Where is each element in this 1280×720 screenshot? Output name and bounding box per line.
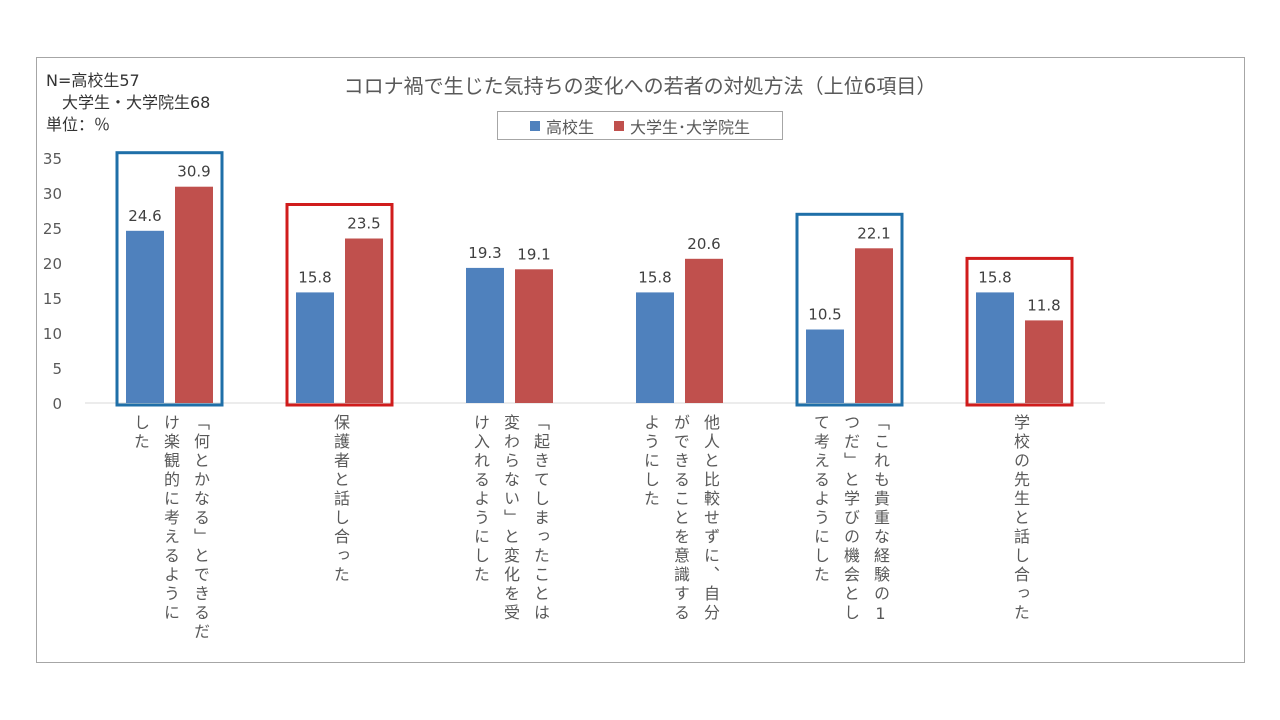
bar (806, 329, 844, 403)
data-label: 15.8 (298, 268, 331, 286)
note-sample-size: N=高校生57 (46, 71, 140, 90)
chart-note: N=高校生57 大学生・大学院生68 単位：％ (46, 70, 210, 136)
y-tick-label: 25 (43, 220, 62, 238)
chart-frame (36, 57, 1245, 663)
x-tick-label-line: 「何とかなる」とできるだ (191, 414, 210, 642)
bar (296, 292, 334, 403)
bar (855, 248, 893, 403)
legend-label: 高校生 (545, 117, 594, 137)
data-label: 22.1 (857, 224, 890, 242)
x-tick-label-line: 変わらない」と変化を受 (501, 414, 520, 623)
bar (126, 230, 164, 403)
data-label: 23.5 (347, 215, 380, 233)
data-label: 20.6 (687, 235, 720, 253)
data-label: 15.8 (978, 268, 1011, 286)
data-label: 19.3 (468, 244, 501, 262)
x-tick-label-line: 「起きてしまったことは (531, 414, 550, 623)
x-tick-label-line: 「これも貴重な経験の1 (871, 414, 890, 626)
x-tick-label: 「何とかなる」とできるだ け楽観的に考えるように した (129, 414, 211, 642)
legend-swatch (529, 120, 540, 131)
x-tick-label-line: け入れるようにした (471, 414, 490, 585)
y-tick-label: 0 (52, 395, 62, 413)
chart-title: コロナ禍で生じた気持ちの変化への若者の対処方法（上位6項目） (343, 74, 937, 98)
x-tick-label: 保護者と話し合った (329, 414, 351, 585)
bar (685, 258, 723, 403)
x-tick-label: 他人と比較せずに、自分 ができることを意識する ようにした (639, 414, 721, 623)
bar (636, 292, 674, 403)
bar (466, 267, 504, 403)
y-tick-label: 15 (43, 290, 62, 308)
x-tick-label-line: 学校の先生と話し合った (1011, 414, 1030, 623)
y-tick-label: 30 (43, 185, 62, 203)
data-label: 30.9 (177, 163, 210, 181)
data-label: 11.8 (1027, 296, 1060, 314)
x-tick-label-line: した (131, 414, 150, 452)
bar (345, 238, 383, 403)
bar (175, 186, 213, 403)
legend-label: 大学生･大学院生 (630, 117, 751, 137)
legend: 高校生 大学生･大学院生 (497, 111, 783, 140)
data-label: 24.6 (128, 207, 161, 225)
x-tick-label-line: ができることを意識する (671, 414, 690, 623)
note-sample-size-university: 大学生・大学院生68 (46, 93, 211, 112)
highlight-box (115, 151, 224, 407)
bar (1025, 320, 1063, 403)
x-tick-label-line: け楽観的に考えるように (161, 414, 180, 623)
bar (515, 269, 553, 403)
x-tick-label-line: て考えるようにした (811, 414, 830, 585)
x-tick-label: 「起きてしまったことは 変わらない」と変化を受 け入れるようにした (469, 414, 551, 623)
legend-item-university: 大学生･大学院生 (614, 114, 750, 138)
highlight-box (965, 256, 1074, 407)
x-tick-label: 「これも貴重な経験の1 つだ」と学びの機会とし て考えるようにした (809, 414, 891, 626)
y-tick-label: 35 (43, 150, 62, 168)
highlight-box (795, 212, 904, 407)
x-tick-label: 学校の先生と話し合った (1009, 414, 1031, 623)
x-tick-label-line: つだ」と学びの機会とし (841, 414, 860, 623)
y-tick-label: 10 (43, 325, 62, 343)
y-tick-label: 20 (43, 255, 62, 273)
legend-item-high-school: 高校生 (529, 114, 594, 138)
data-label: 19.1 (517, 245, 550, 263)
note-unit: 単位：％ (46, 115, 111, 134)
x-tick-label-line: 他人と比較せずに、自分 (701, 414, 720, 623)
highlight-box (285, 203, 394, 407)
data-label: 15.8 (638, 268, 671, 286)
x-tick-label-line: 保護者と話し合った (331, 414, 350, 585)
x-tick-label-line: ようにした (641, 414, 660, 509)
bar (976, 292, 1014, 403)
legend-swatch (614, 120, 624, 131)
y-tick-label: 5 (52, 360, 62, 378)
data-label: 10.5 (808, 306, 841, 324)
